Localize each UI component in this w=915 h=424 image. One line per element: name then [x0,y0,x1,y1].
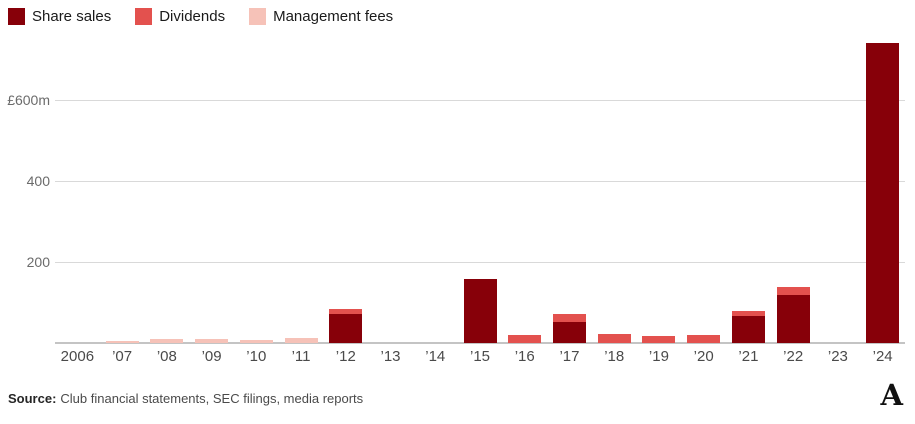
x-axis-tick-label: ’08 [156,348,177,365]
legend-item-dividends: Dividends [135,8,225,25]
x-axis-tick-label: ’07 [112,348,133,365]
x-axis-tick-label: ’09 [201,348,222,365]
source-note: Source: Club financial statements, SEC fi… [8,391,363,406]
bar-17-dividends [552,313,586,322]
x-axis-tick-label: ’19 [648,348,669,365]
bar-21-dividends [731,311,765,316]
legend-label: Dividends [159,8,226,25]
x-axis-tick-label: ’14 [425,348,446,365]
bar-15-share-sales [463,279,497,343]
bar-12-dividends [329,308,363,314]
source-text: Club financial statements, SEC filings, … [60,391,364,406]
x-axis-tick-label: ’13 [380,348,401,365]
x-axis-tick-label: ’23 [827,348,848,365]
athletic-logo: A [880,378,903,412]
source-label: Source: [8,391,57,406]
legend-label: Share sales [32,8,112,25]
legend-item-share-sales: Share sales [8,8,111,25]
x-axis-tick-label: ’17 [559,348,580,365]
gridline-400 [55,181,905,182]
x-axis-line [55,342,905,344]
y-axis-tick-label: 200 [26,254,50,270]
x-axis-tick-label: ’22 [783,348,804,365]
bar-22-share-sales [776,294,810,343]
bar-09-management-fees [195,339,229,343]
bar-17-share-sales [552,321,586,343]
bar-08-management-fees [150,339,184,343]
x-axis-tick-label: ’20 [693,348,714,365]
y-axis-tick-label: £600m [7,92,50,108]
bar-07-management-fees [105,340,139,343]
x-axis-tick-label: 2006 [60,348,95,365]
y-axis-tick-label: 400 [26,173,50,189]
x-axis-tick-label: ’16 [514,348,535,365]
x-axis-tick-label: ’24 [872,348,893,365]
legend: Share sales Dividends Management fees [8,8,393,25]
bar-21-share-sales [731,315,765,343]
bar-16-dividends [508,335,542,343]
bar-18-dividends [597,334,631,343]
bar-20-dividends [687,335,721,343]
x-axis-tick-label: ’12 [335,348,356,365]
management-fees-swatch-icon [249,8,267,25]
x-axis-tick-label: ’11 [291,348,311,365]
share-sales-swatch-icon [8,8,25,25]
gridline-600 [55,100,905,101]
bar-12-share-sales [329,313,363,343]
legend-label: Management fees [273,8,394,25]
legend-item-management-fees: Management fees [249,8,393,25]
x-axis-tick-label: ’18 [604,348,625,365]
x-axis-tick-label: ’21 [738,348,759,365]
x-axis-tick-label: ’15 [469,348,491,365]
x-axis-tick-label: ’10 [246,348,267,365]
gridline-200 [55,262,905,263]
bar-24-share-sales [866,43,900,343]
bar-10-management-fees [239,339,273,343]
bar-22-dividends [776,286,810,295]
dividends-swatch-icon [135,8,153,25]
bar-19-dividends [642,335,676,343]
bar-11-management-fees [284,338,318,343]
